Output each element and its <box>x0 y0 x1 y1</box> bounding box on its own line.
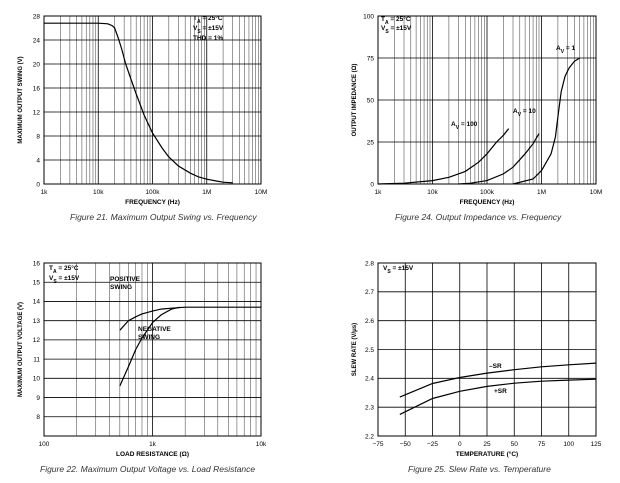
series-line <box>512 57 580 185</box>
x-tick-label: 10M <box>590 189 603 196</box>
y-tick-label: 2.7 <box>365 289 374 296</box>
x-tick-label: 25 <box>483 441 491 448</box>
series-line <box>119 306 261 331</box>
x-tick-label: 1k <box>149 441 157 448</box>
y-axis-title: MAXIMUM OUTPUT SWING (V) <box>18 56 24 143</box>
y-tick-label: 25 <box>367 139 375 146</box>
y-tick-label: 2.6 <box>365 318 374 325</box>
series-label: AV = 1 <box>556 45 575 55</box>
condition-annotation: THD = 1% <box>193 35 223 42</box>
y-tick-label: 0 <box>36 181 40 188</box>
series-line <box>119 306 181 387</box>
x-tick-label: 10k <box>93 189 104 196</box>
plot-frame <box>377 15 597 185</box>
x-tick-label: 1k <box>375 189 383 196</box>
series-line <box>44 22 233 184</box>
figure-21-caption: Figure 21. Maximum Output Swing vs. Freq… <box>70 212 257 222</box>
series-label: –SR <box>489 363 502 370</box>
y-tick-label: 50 <box>367 97 375 104</box>
x-tick-label: 100k <box>145 189 160 196</box>
y-tick-label: 4 <box>36 157 40 164</box>
y-tick-label: 12 <box>33 109 41 116</box>
x-tick-label: 100 <box>39 441 50 448</box>
x-tick-label: 50 <box>511 441 519 448</box>
series-label: NEGATIVE <box>138 326 171 333</box>
y-tick-label: 20 <box>33 61 41 68</box>
x-tick-label: 75 <box>538 441 546 448</box>
condition-annotation: TA = 25°C <box>49 264 79 275</box>
series-label: SWING <box>138 334 160 341</box>
condition-annotation: VS = ±15V <box>381 25 412 35</box>
y-tick-label: 16 <box>33 85 41 92</box>
y-tick-label: 14 <box>33 299 41 306</box>
figure-24-caption: Figure 24. Output Impedance vs. Frequenc… <box>395 212 562 222</box>
x-tick-label: 1M <box>202 189 211 196</box>
series-line <box>399 378 597 415</box>
plot-frame <box>43 15 262 185</box>
plot-frame <box>43 262 262 437</box>
y-tick-label: 2.3 <box>365 404 374 411</box>
x-tick-label: −50 <box>400 441 411 448</box>
condition-annotation: VS = ±15V <box>383 265 414 275</box>
series-label: SWING <box>110 284 132 291</box>
y-tick-label: 9 <box>36 395 40 402</box>
grid <box>377 262 597 437</box>
series-line <box>458 133 540 185</box>
x-tick-label: 10k <box>256 441 267 448</box>
x-axis-title: FREQUENCY (Hz) <box>460 199 515 206</box>
plot-frame <box>377 262 597 437</box>
y-tick-label: 2.2 <box>365 433 374 440</box>
y-axis-title: MAXIMUM OUTPUT VOLTAGE (V) <box>18 302 24 397</box>
figure-25-caption: Figure 25. Slew Rate vs. Temperature <box>408 464 551 474</box>
y-tick-label: 11 <box>33 356 40 363</box>
series-label: AV = 100 <box>451 121 478 131</box>
y-tick-label: 2.8 <box>365 260 374 267</box>
condition-annotation: TA = 25°C <box>381 15 411 26</box>
x-axis-title: TEMPERATURE (°C) <box>456 450 518 458</box>
condition-annotation: VS = ±15V <box>49 275 80 285</box>
series-label: +SR <box>494 388 507 395</box>
condition-annotation: VS = ±15V <box>193 25 224 35</box>
series-line <box>399 362 597 398</box>
x-tick-label: −75 <box>372 441 383 448</box>
y-axis-title: SLEW RATE (V/μs) <box>352 323 358 376</box>
x-tick-label: 125 <box>591 441 602 448</box>
y-tick-label: 2.4 <box>365 376 374 383</box>
y-tick-label: 10 <box>33 376 41 383</box>
y-tick-label: 8 <box>36 133 40 140</box>
y-tick-label: 28 <box>33 13 41 20</box>
series-label: POSITIVE <box>110 276 141 283</box>
condition-annotation: TA = 25°C <box>193 14 223 25</box>
y-tick-label: 100 <box>363 13 374 20</box>
series-label: AV = 10 <box>513 108 536 118</box>
x-tick-label: 100k <box>480 189 495 196</box>
y-tick-label: 16 <box>33 260 41 267</box>
x-tick-label: 0 <box>458 441 462 448</box>
series-line <box>377 128 510 185</box>
x-tick-label: 10M <box>255 189 268 196</box>
figure-22-caption: Figure 22. Maximum Output Voltage vs. Lo… <box>40 464 256 474</box>
y-tick-label: 75 <box>367 55 375 62</box>
x-tick-label: 1k <box>41 189 49 196</box>
y-axis-title: OUTPUT IMPEDANCE (Ω) <box>352 64 358 137</box>
y-tick-label: 12 <box>33 337 41 344</box>
y-tick-label: 13 <box>33 318 41 325</box>
x-tick-label: −25 <box>427 441 438 448</box>
x-tick-label: 1M <box>537 189 546 196</box>
y-tick-label: 0 <box>370 181 374 188</box>
x-tick-label: 10k <box>427 189 438 196</box>
x-axis-title: LOAD RESISTANCE (Ω) <box>116 451 189 458</box>
x-tick-label: 100 <box>563 441 574 448</box>
x-axis-title: FREQUENCY (Hz) <box>125 199 180 206</box>
y-tick-label: 8 <box>36 414 40 421</box>
y-tick-label: 2.5 <box>365 347 374 354</box>
y-tick-label: 24 <box>33 37 41 44</box>
y-tick-label: 15 <box>33 280 41 287</box>
